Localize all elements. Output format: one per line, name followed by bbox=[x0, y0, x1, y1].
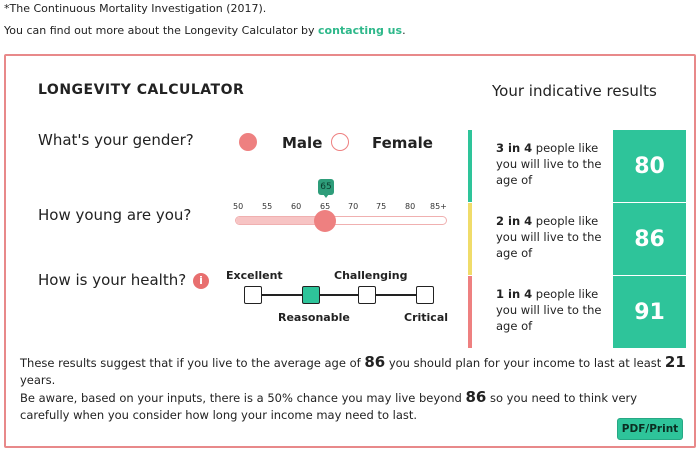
age-slider-fill bbox=[236, 217, 327, 224]
summary-part: so you need to think very carefully when… bbox=[20, 391, 638, 422]
result-row: 3 in 4 people like you will live to the … bbox=[468, 130, 688, 202]
result-description: people like you will live to the age of bbox=[496, 214, 602, 260]
health-option-excellent[interactable] bbox=[244, 286, 262, 304]
calculator-title: LONGEVITY CALCULATOR bbox=[38, 82, 245, 98]
age-tick: 80 bbox=[405, 202, 416, 211]
gender-question: What's your gender? bbox=[38, 131, 194, 149]
summary-beyond-age: 86 bbox=[465, 388, 487, 406]
health-label-reasonable: Reasonable bbox=[278, 311, 350, 324]
find-more-suffix: . bbox=[402, 24, 406, 37]
age-question: How young are you? bbox=[38, 206, 192, 224]
summary-part: Be aware, based on your inputs, there is… bbox=[20, 391, 466, 405]
age-tick: 50 bbox=[233, 202, 244, 211]
summary-years: 21 bbox=[664, 353, 686, 371]
health-option-reasonable[interactable] bbox=[302, 286, 320, 304]
result-text: 3 in 4 people like you will live to the … bbox=[496, 140, 606, 188]
health-option-critical[interactable] bbox=[416, 286, 434, 304]
result-age: 86 bbox=[613, 203, 686, 275]
age-value-bubble: 65 bbox=[318, 179, 334, 198]
info-icon[interactable]: i bbox=[192, 272, 209, 289]
health-label-critical: Critical bbox=[404, 311, 449, 324]
result-row: 1 in 4 people like you will live to the … bbox=[468, 276, 688, 348]
result-row: 2 in 4 people like you will live to the … bbox=[468, 203, 688, 275]
health-scale-line bbox=[258, 294, 428, 296]
find-more-text: You can find out more about the Longevit… bbox=[4, 24, 406, 37]
find-more-prefix: You can find out more about the Longevit… bbox=[4, 24, 318, 37]
health-question: How is your health? i bbox=[38, 271, 209, 289]
male-label[interactable]: Male bbox=[282, 134, 323, 152]
age-tick: 85+ bbox=[430, 202, 447, 211]
age-tick: 65 bbox=[320, 202, 331, 211]
male-radio[interactable] bbox=[239, 133, 257, 151]
health-label-challenging: Challenging bbox=[334, 269, 408, 282]
result-description: people like you will live to the age of bbox=[496, 141, 602, 187]
result-bar bbox=[468, 203, 472, 275]
result-odds: 2 in 4 bbox=[496, 214, 533, 228]
result-age: 80 bbox=[613, 130, 686, 202]
result-text: 2 in 4 people like you will live to the … bbox=[496, 213, 606, 261]
age-tick: 55 bbox=[262, 202, 273, 211]
age-slider-track[interactable] bbox=[235, 216, 447, 225]
summary-part: These results suggest that if you live t… bbox=[20, 356, 365, 370]
health-question-text: How is your health? bbox=[38, 271, 187, 289]
female-radio[interactable] bbox=[331, 133, 349, 151]
result-bar bbox=[468, 276, 472, 348]
footnote: *The Continuous Mortality Investigation … bbox=[4, 2, 267, 15]
result-odds: 3 in 4 bbox=[496, 141, 533, 155]
results-summary: These results suggest that if you live t… bbox=[20, 354, 690, 424]
age-tick: 75 bbox=[376, 202, 387, 211]
age-tick: 70 bbox=[348, 202, 359, 211]
pdf-print-button[interactable]: PDF/Print bbox=[617, 418, 683, 440]
result-odds: 1 in 4 bbox=[496, 287, 533, 301]
summary-part: years. bbox=[20, 373, 56, 387]
female-label[interactable]: Female bbox=[372, 134, 433, 152]
contact-us-link[interactable]: contacting us bbox=[318, 24, 403, 37]
summary-part: you should plan for your income to last … bbox=[385, 356, 665, 370]
age-slider-thumb[interactable] bbox=[314, 210, 336, 232]
result-age: 91 bbox=[613, 276, 686, 348]
results-title: Your indicative results bbox=[492, 82, 657, 100]
longevity-calculator-panel: LONGEVITY CALCULATOR Your indicative res… bbox=[4, 54, 696, 448]
age-tick: 60 bbox=[291, 202, 302, 211]
result-description: people like you will live to the age of bbox=[496, 287, 602, 333]
summary-average-age: 86 bbox=[364, 353, 386, 371]
result-text: 1 in 4 people like you will live to the … bbox=[496, 286, 606, 334]
health-label-excellent: Excellent bbox=[226, 269, 283, 282]
health-option-challenging[interactable] bbox=[358, 286, 376, 304]
result-bar bbox=[468, 130, 472, 202]
